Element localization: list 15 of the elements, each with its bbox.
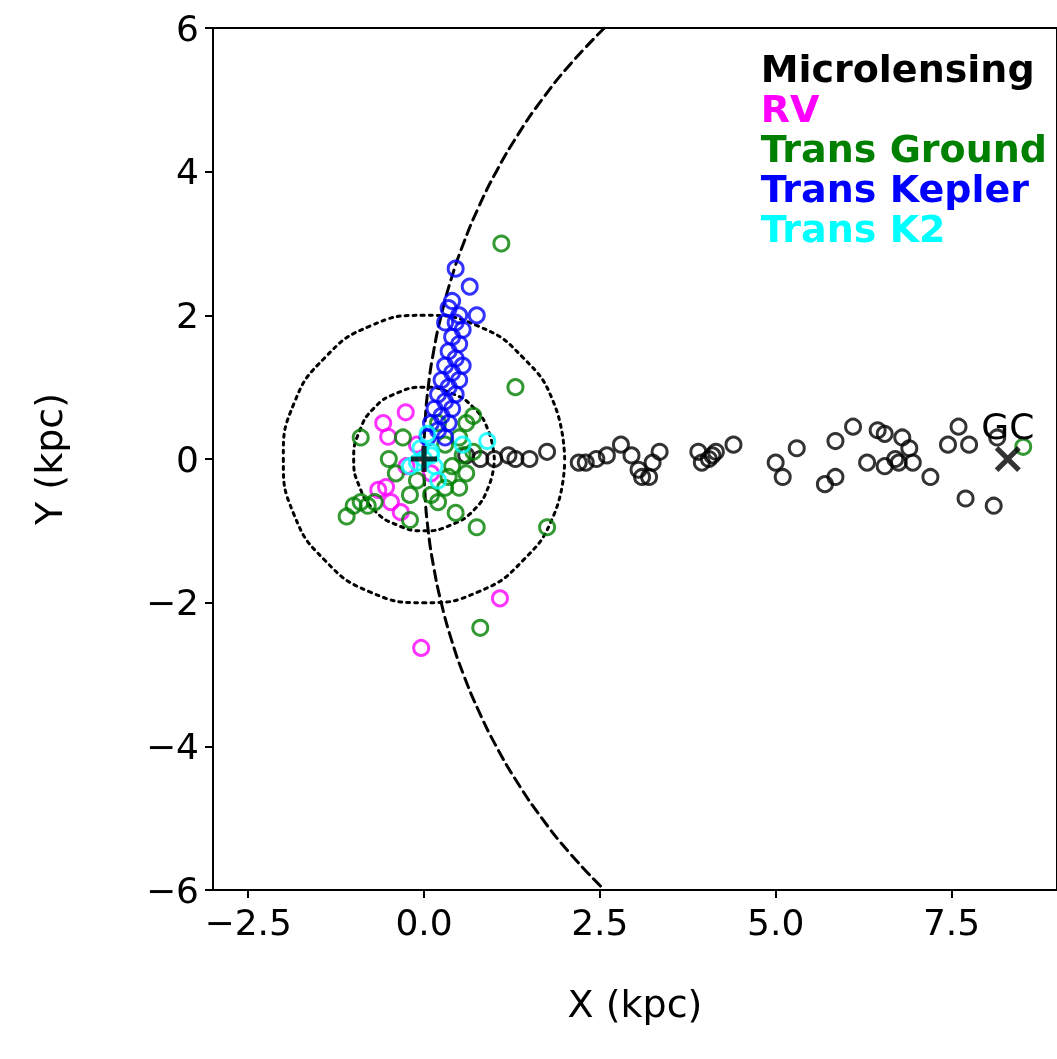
y-tick-label: 2	[176, 294, 199, 336]
x-tick-label: 5.0	[747, 901, 805, 943]
y-tick-label: −6	[145, 869, 199, 911]
y-tick-label: −2	[145, 582, 199, 624]
x-tick-label: 0.0	[395, 901, 453, 943]
x-axis-title: X (kpc)	[567, 982, 703, 1026]
x-tick-label: 7.5	[922, 901, 981, 943]
y-tick-label: 6	[176, 7, 199, 49]
y-tick-label: 0	[176, 438, 199, 480]
annotation: GC	[981, 406, 1035, 448]
y-tick-label: −4	[145, 725, 199, 767]
y-axis-title: Y (kpc)	[27, 393, 71, 526]
x-tick-label: −2.5	[204, 901, 292, 943]
y-tick-label: 4	[176, 151, 199, 193]
x-tick-label: 2.5	[571, 901, 629, 943]
